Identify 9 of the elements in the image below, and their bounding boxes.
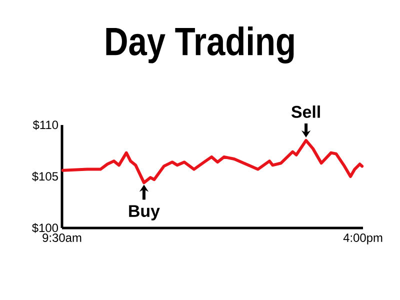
line-series [61, 138, 364, 184]
y-tick-label: $110 [32, 120, 58, 130]
y-tick-label: $105 [32, 172, 58, 182]
annotation: Buy [129, 205, 160, 220]
x-tick-label: 4:00pm [343, 234, 382, 244]
chart-title: Day Trading [106, 26, 294, 64]
y-tick-label: $100 [32, 223, 58, 233]
annotation: Sell [291, 105, 320, 118]
x-tick-label: 9:30am [42, 234, 82, 242]
